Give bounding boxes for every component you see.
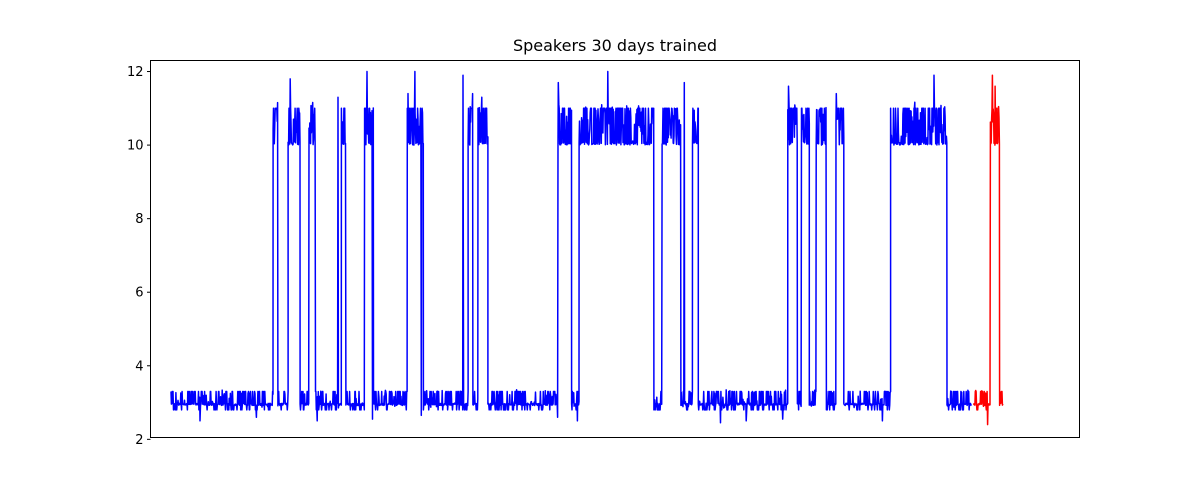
y-tick-label: 10: [127, 139, 144, 154]
y-tick-label: 6: [135, 286, 143, 301]
series-line-2: [972, 74, 1004, 426]
plot-lines: [170, 70, 1004, 426]
y-tick-label: 4: [135, 359, 143, 374]
plot-frame: [150, 60, 1080, 438]
series-line-1: [170, 70, 972, 424]
y-axis: 2 4 6 8 10 12: [127, 65, 151, 448]
y-tick-label: 12: [127, 65, 144, 80]
y-tick-label: 8: [135, 212, 143, 227]
chart-title: Speakers 30 days trained: [513, 36, 717, 55]
y-tick-label: 2: [135, 433, 143, 448]
